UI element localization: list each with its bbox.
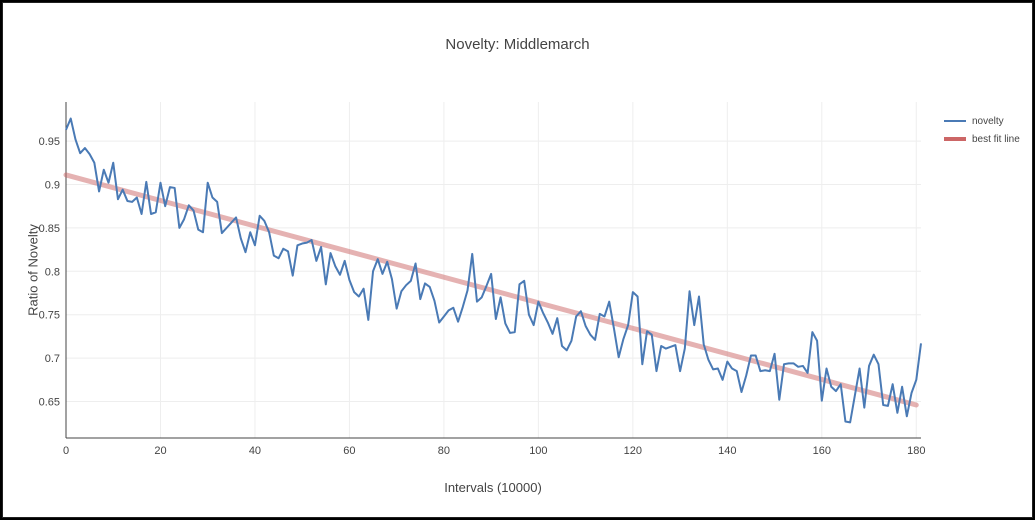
legend-swatch-best-fit [944,137,966,141]
legend-item-best-fit[interactable]: best fit line [944,130,1020,148]
y-tick-label: 0.8 [45,266,60,278]
x-tick-label: 100 [529,445,547,457]
x-tick-label: 60 [343,445,355,457]
x-tick-label: 80 [438,445,450,457]
x-axis-label: Intervals (10000) [444,480,542,495]
y-tick-label: 0.75 [39,310,60,322]
series-line-novelty [65,117,922,424]
legend-label-novelty: novelty [972,115,1004,127]
x-tick-label: 40 [249,445,261,457]
y-tick-label: 0.7 [45,353,60,365]
x-tick-label: 20 [154,445,166,457]
x-tick-label: 140 [718,445,736,457]
legend-item-novelty[interactable]: novelty [944,112,1020,130]
chart-title: Novelty: Middlemarch [445,36,590,53]
x-tick-label: 0 [63,445,69,457]
legend[interactable]: novelty best fit line [944,112,1020,148]
y-tick-label: 0.85 [39,223,60,235]
x-tick-label: 120 [624,445,642,457]
y-tick-label: 0.9 [45,179,60,191]
x-tick-label: 180 [907,445,925,457]
legend-label-best-fit: best fit line [972,133,1020,145]
legend-swatch-novelty [944,120,966,122]
series-line-best-fit [63,172,919,408]
x-tick-label: 160 [813,445,831,457]
y-tick-label: 0.65 [39,397,60,409]
y-tick-label: 0.95 [39,136,60,148]
